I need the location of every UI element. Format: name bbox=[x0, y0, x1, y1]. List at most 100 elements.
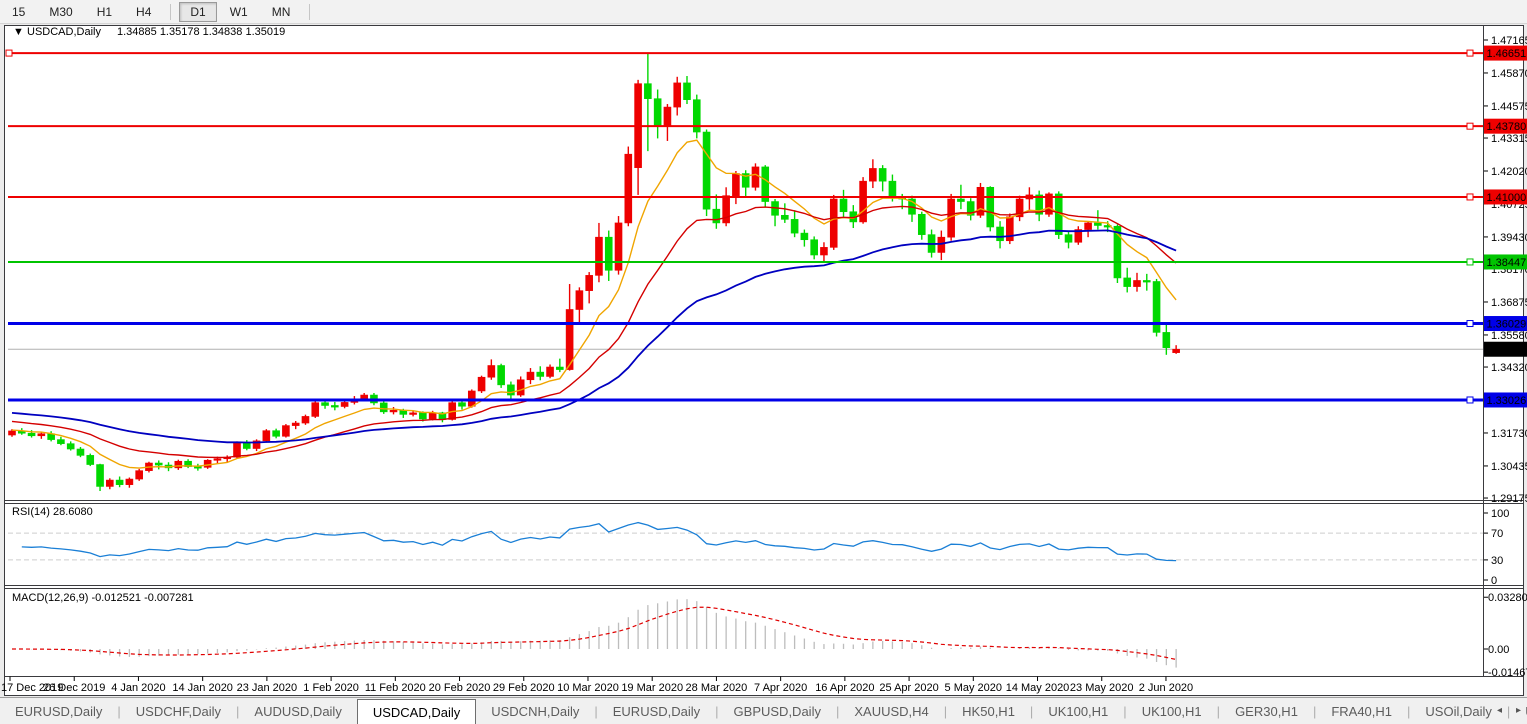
tab-hk50-h1[interactable]: HK50,H1 bbox=[962, 704, 1015, 719]
price-tick-label: 1.44575 bbox=[1491, 101, 1527, 113]
date-label: 5 May 2020 bbox=[945, 682, 1002, 694]
candle bbox=[115, 476, 124, 488]
symbol-dropdown-marker[interactable]: ▼ bbox=[13, 26, 24, 38]
candle bbox=[800, 229, 809, 247]
tab-usdcad-daily[interactable]: USDCAD,Daily bbox=[356, 699, 477, 724]
hline-anchor-icon[interactable] bbox=[1466, 122, 1474, 130]
tab-usoil-daily[interactable]: USOil,Daily bbox=[1425, 704, 1492, 719]
price-line-label-box bbox=[1484, 392, 1527, 408]
tab-uk100-h1[interactable]: UK100,H1 bbox=[1048, 704, 1109, 719]
tab-ger30-h1[interactable]: GER30,H1 bbox=[1235, 704, 1298, 719]
date-label: 23 Jan 2020 bbox=[237, 682, 298, 694]
timeframe-mn[interactable]: MN bbox=[271, 4, 291, 19]
candle bbox=[820, 242, 828, 262]
candle bbox=[839, 189, 848, 218]
candle bbox=[1064, 230, 1073, 249]
timeframe-15[interactable]: 15 bbox=[12, 4, 26, 19]
price-tick-label: 1.30435 bbox=[1491, 461, 1527, 473]
candle-body bbox=[526, 371, 535, 381]
date-label: 25 Apr 2020 bbox=[879, 682, 938, 694]
candle-body bbox=[57, 439, 65, 444]
tab-usdcnh-daily[interactable]: USDCNH,Daily bbox=[491, 704, 580, 719]
ma-mid-red bbox=[11, 205, 1177, 459]
candle bbox=[1006, 213, 1014, 245]
hline-anchor-icon[interactable] bbox=[1466, 320, 1474, 328]
candle bbox=[458, 400, 466, 410]
hline-anchor-icon[interactable] bbox=[1466, 396, 1474, 404]
tab-separator: | bbox=[715, 704, 719, 719]
hline-anchor-icon[interactable] bbox=[1466, 49, 1474, 57]
candle bbox=[712, 194, 721, 229]
tab-uk100-h1[interactable]: UK100,H1 bbox=[1141, 704, 1202, 719]
price-scale[interactable]: 1.471651.458701.445751.433151.420201.407… bbox=[1484, 35, 1527, 505]
price-line-label: 1.43780 bbox=[1487, 121, 1527, 133]
date-label: 29 Feb 2020 bbox=[493, 682, 555, 694]
hline-anchor-icon[interactable] bbox=[1466, 193, 1474, 201]
candle-body bbox=[125, 478, 134, 485]
tab-gbpusd-daily[interactable]: GBPUSD,Daily bbox=[733, 704, 821, 719]
candle-body bbox=[839, 198, 848, 213]
main-price-panel bbox=[5, 49, 1483, 492]
tab-eurusd-daily[interactable]: EURUSD,Daily bbox=[15, 704, 103, 719]
candle bbox=[917, 211, 926, 240]
tab-separator: | bbox=[943, 704, 948, 719]
candle-body bbox=[1015, 198, 1024, 218]
price-tick-label: 1.47165 bbox=[1491, 35, 1527, 47]
tab-fra40-h1[interactable]: FRA40,H1 bbox=[1331, 704, 1393, 719]
candle bbox=[487, 359, 496, 380]
candle-body bbox=[761, 166, 770, 202]
candle-body bbox=[86, 455, 95, 465]
candle bbox=[986, 186, 995, 232]
timeframe-m30[interactable]: M30 bbox=[49, 4, 73, 19]
candle bbox=[37, 431, 46, 439]
candle bbox=[761, 165, 770, 207]
hline-anchor-icon[interactable] bbox=[5, 49, 13, 57]
candle bbox=[1015, 195, 1024, 222]
candle bbox=[497, 363, 505, 388]
timeframe-w1[interactable]: W1 bbox=[229, 4, 248, 19]
candle-body bbox=[487, 365, 496, 378]
candle bbox=[702, 129, 711, 217]
candle-body bbox=[585, 275, 593, 291]
macd-scale-label: 0.00 bbox=[1488, 644, 1509, 656]
timeframe-h1[interactable]: H1 bbox=[96, 4, 113, 19]
date-label: 16 Apr 2020 bbox=[815, 682, 874, 694]
timeframe-h4[interactable]: H4 bbox=[136, 4, 152, 19]
candle bbox=[477, 375, 486, 394]
candle-body bbox=[790, 219, 799, 234]
price-tick-label: 1.42020 bbox=[1491, 166, 1527, 178]
candle-body bbox=[937, 236, 946, 253]
candle bbox=[507, 381, 515, 399]
candle bbox=[301, 414, 310, 425]
candle bbox=[1094, 210, 1102, 230]
candle-body bbox=[624, 153, 633, 224]
tab-audusd-daily[interactable]: AUDUSD,Daily bbox=[254, 704, 342, 719]
tab-eurusd-daily[interactable]: EURUSD,Daily bbox=[612, 704, 701, 719]
candle-body bbox=[683, 82, 691, 101]
candle bbox=[546, 364, 554, 379]
tab-scroll-left-icon[interactable]: ◂ bbox=[1496, 705, 1502, 716]
tab-scroll-right-icon[interactable]: ▸ bbox=[1515, 705, 1521, 716]
tab-usdchf-daily[interactable]: USDCHF,Daily bbox=[135, 704, 222, 719]
candle-body bbox=[644, 83, 652, 99]
candle-body bbox=[546, 366, 554, 377]
candle bbox=[614, 216, 623, 275]
rsi-scale-label: 70 bbox=[1491, 528, 1503, 540]
tab-xauusd-h4[interactable]: XAUUSD,H4 bbox=[854, 704, 929, 719]
candle-body bbox=[252, 440, 261, 449]
price-line-label: 1.46651 bbox=[1487, 48, 1527, 60]
candle-body bbox=[154, 462, 163, 466]
timeframe-d1[interactable]: D1 bbox=[179, 1, 217, 22]
candle-body bbox=[409, 412, 417, 415]
chart-title-ohlc: 1.34885 1.35178 1.34838 1.35019 bbox=[117, 26, 285, 38]
candle bbox=[379, 400, 388, 414]
candle bbox=[252, 439, 261, 452]
candle bbox=[937, 230, 946, 261]
candle-body bbox=[653, 98, 662, 126]
candle bbox=[203, 459, 212, 469]
tab-usdjpy-h1[interactable]: USDJPY,H1 bbox=[1510, 698, 1527, 724]
hline-anchor-icon[interactable] bbox=[1466, 258, 1474, 266]
candle bbox=[683, 76, 691, 105]
